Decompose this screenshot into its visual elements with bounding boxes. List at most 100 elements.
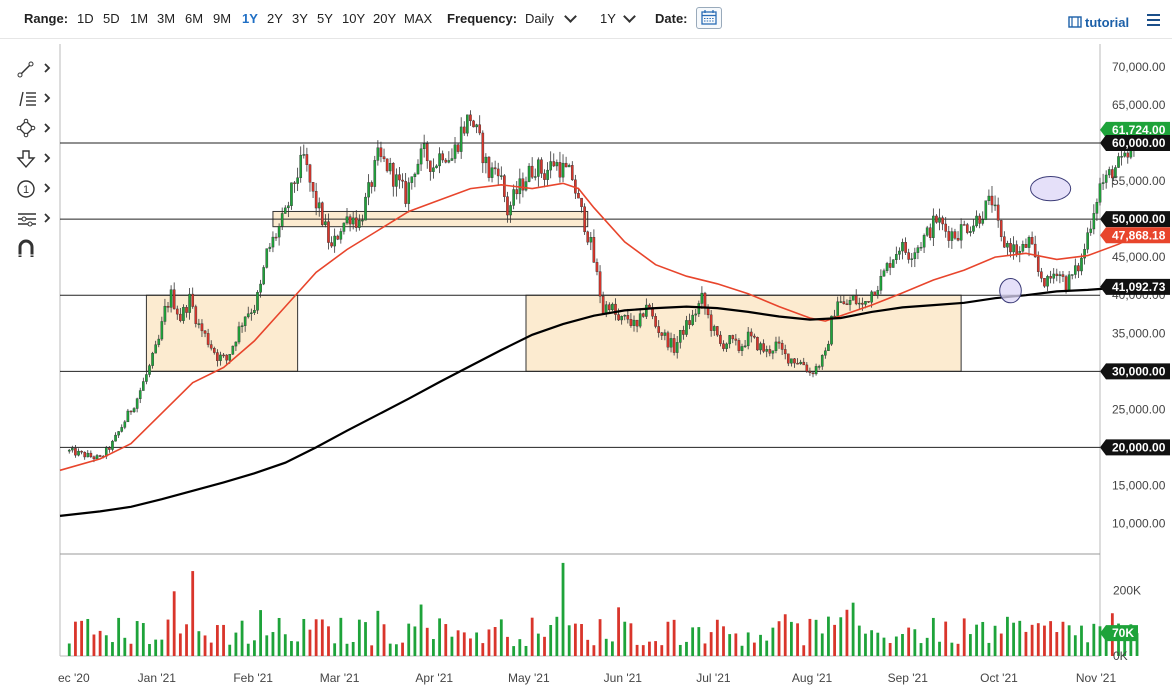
range-max[interactable]: MAX [404, 11, 433, 26]
toolbar: Range: 1D 5D 1M 3M 6M 9M 1Y 2Y 3Y 5Y 10Y… [0, 0, 1172, 39]
candle-body [324, 221, 327, 225]
candle-body [1015, 244, 1018, 255]
candle-body [459, 126, 463, 152]
range-10y[interactable]: 10Y [342, 11, 366, 26]
period-select[interactable]: 1Y [600, 11, 616, 26]
volume-bar [851, 602, 855, 656]
candle-body [126, 410, 130, 423]
candle-body [817, 366, 821, 368]
price-chart[interactable]: 10,000.00 15,000.00 20,000.00 25,000.00 30,0… [0, 38, 1172, 697]
candle-body [345, 216, 349, 224]
candle-body [342, 222, 346, 232]
candle-body [481, 132, 485, 164]
candle-body [453, 144, 457, 159]
candle-body [879, 275, 883, 291]
candle-body [237, 326, 241, 343]
zone-box-3 [525, 294, 962, 372]
magnet-tool-icon[interactable] [16, 238, 56, 260]
candle-body [1021, 244, 1025, 252]
tutorial-icon[interactable] [1068, 16, 1082, 28]
candle-body [351, 217, 355, 225]
candle-body [422, 143, 426, 150]
tutorial-link[interactable]: tutorial [1085, 15, 1130, 30]
line-tool-icon[interactable] [16, 58, 56, 80]
frequency-chevron-icon[interactable] [564, 10, 577, 23]
volume-bar [215, 625, 219, 656]
price-badge-label: 30,000.00 [1112, 364, 1166, 378]
count-tool-icon[interactable]: 1 [16, 178, 56, 200]
candle-body [756, 336, 759, 351]
frequency-select[interactable]: Daily [525, 11, 554, 26]
candle-body [157, 338, 161, 345]
fib-tool-icon[interactable] [16, 88, 56, 110]
candle-body [1033, 243, 1037, 258]
range-9m[interactable]: 9M [213, 11, 232, 26]
candle-body [802, 361, 806, 366]
candle-body [466, 114, 469, 134]
calendar-button[interactable] [696, 7, 722, 29]
price-badge-shape [1100, 134, 1170, 151]
candle-body [857, 302, 861, 305]
candle-body [669, 338, 673, 348]
range-1y[interactable]: 1Y [242, 11, 258, 26]
candle-body [364, 196, 367, 221]
price-badge: 41,092.73 [1100, 278, 1170, 295]
arrow-tool-icon[interactable] [16, 148, 56, 170]
range-5d[interactable]: 5D [103, 11, 120, 26]
candle-body [379, 147, 383, 157]
candle-body [382, 156, 386, 160]
candle-body [385, 158, 389, 172]
range-5y[interactable]: 5Y [317, 11, 333, 26]
volume-bar [1135, 633, 1139, 656]
volume-bar [197, 631, 201, 656]
volume-bar [635, 644, 639, 656]
range-1m[interactable]: 1M [130, 11, 149, 26]
candle-body [1070, 274, 1074, 276]
candle-body [910, 258, 914, 260]
range-3m[interactable]: 3M [157, 11, 176, 26]
candle-body [71, 448, 74, 451]
candle-body [882, 270, 886, 277]
candle-body [626, 315, 630, 320]
range-3y[interactable]: 3Y [292, 11, 308, 26]
candle-body [444, 159, 448, 163]
candle-body [234, 341, 238, 347]
shape-tool-icon[interactable] [16, 118, 56, 140]
volume-bar [543, 636, 546, 656]
range-1d[interactable]: 1D [77, 11, 94, 26]
measure-tool-icon[interactable] [16, 208, 56, 230]
price-badge-label: 41,092.73 [1112, 280, 1166, 294]
candle-body [493, 167, 497, 170]
period-chevron-icon[interactable] [623, 10, 636, 23]
candle-body [780, 343, 784, 350]
calendar-icon [701, 10, 717, 25]
price-badge: 20,000.00 [1100, 439, 1170, 456]
volume-bar [925, 637, 929, 656]
candle-body [595, 262, 599, 272]
candle-body [370, 182, 374, 187]
candle-body [990, 195, 994, 206]
volume-bar [209, 642, 213, 656]
range-6m[interactable]: 6M [185, 11, 204, 26]
volume-bar [413, 626, 417, 656]
hamburger-menu-icon[interactable] [1147, 14, 1160, 26]
candle-body [484, 156, 488, 164]
volume-bar [499, 619, 503, 656]
candle-body [1107, 169, 1111, 176]
candle-body [537, 159, 540, 177]
price-tick-label: 65,000.00 [1112, 98, 1166, 112]
candle-body [898, 250, 901, 255]
volume-bar [1024, 631, 1028, 656]
candle-body [441, 153, 444, 161]
volume-bar [345, 643, 349, 656]
candle-body [499, 175, 503, 177]
range-2y[interactable]: 2Y [267, 11, 283, 26]
candle-body [191, 293, 195, 307]
candle-body [728, 335, 731, 345]
volume-tick-label: 0K [1113, 649, 1128, 663]
range-20y[interactable]: 20Y [373, 11, 397, 26]
volume-bar [722, 626, 725, 656]
candle-body [666, 332, 670, 348]
volume-bar [796, 623, 799, 656]
candle-body [496, 168, 500, 177]
